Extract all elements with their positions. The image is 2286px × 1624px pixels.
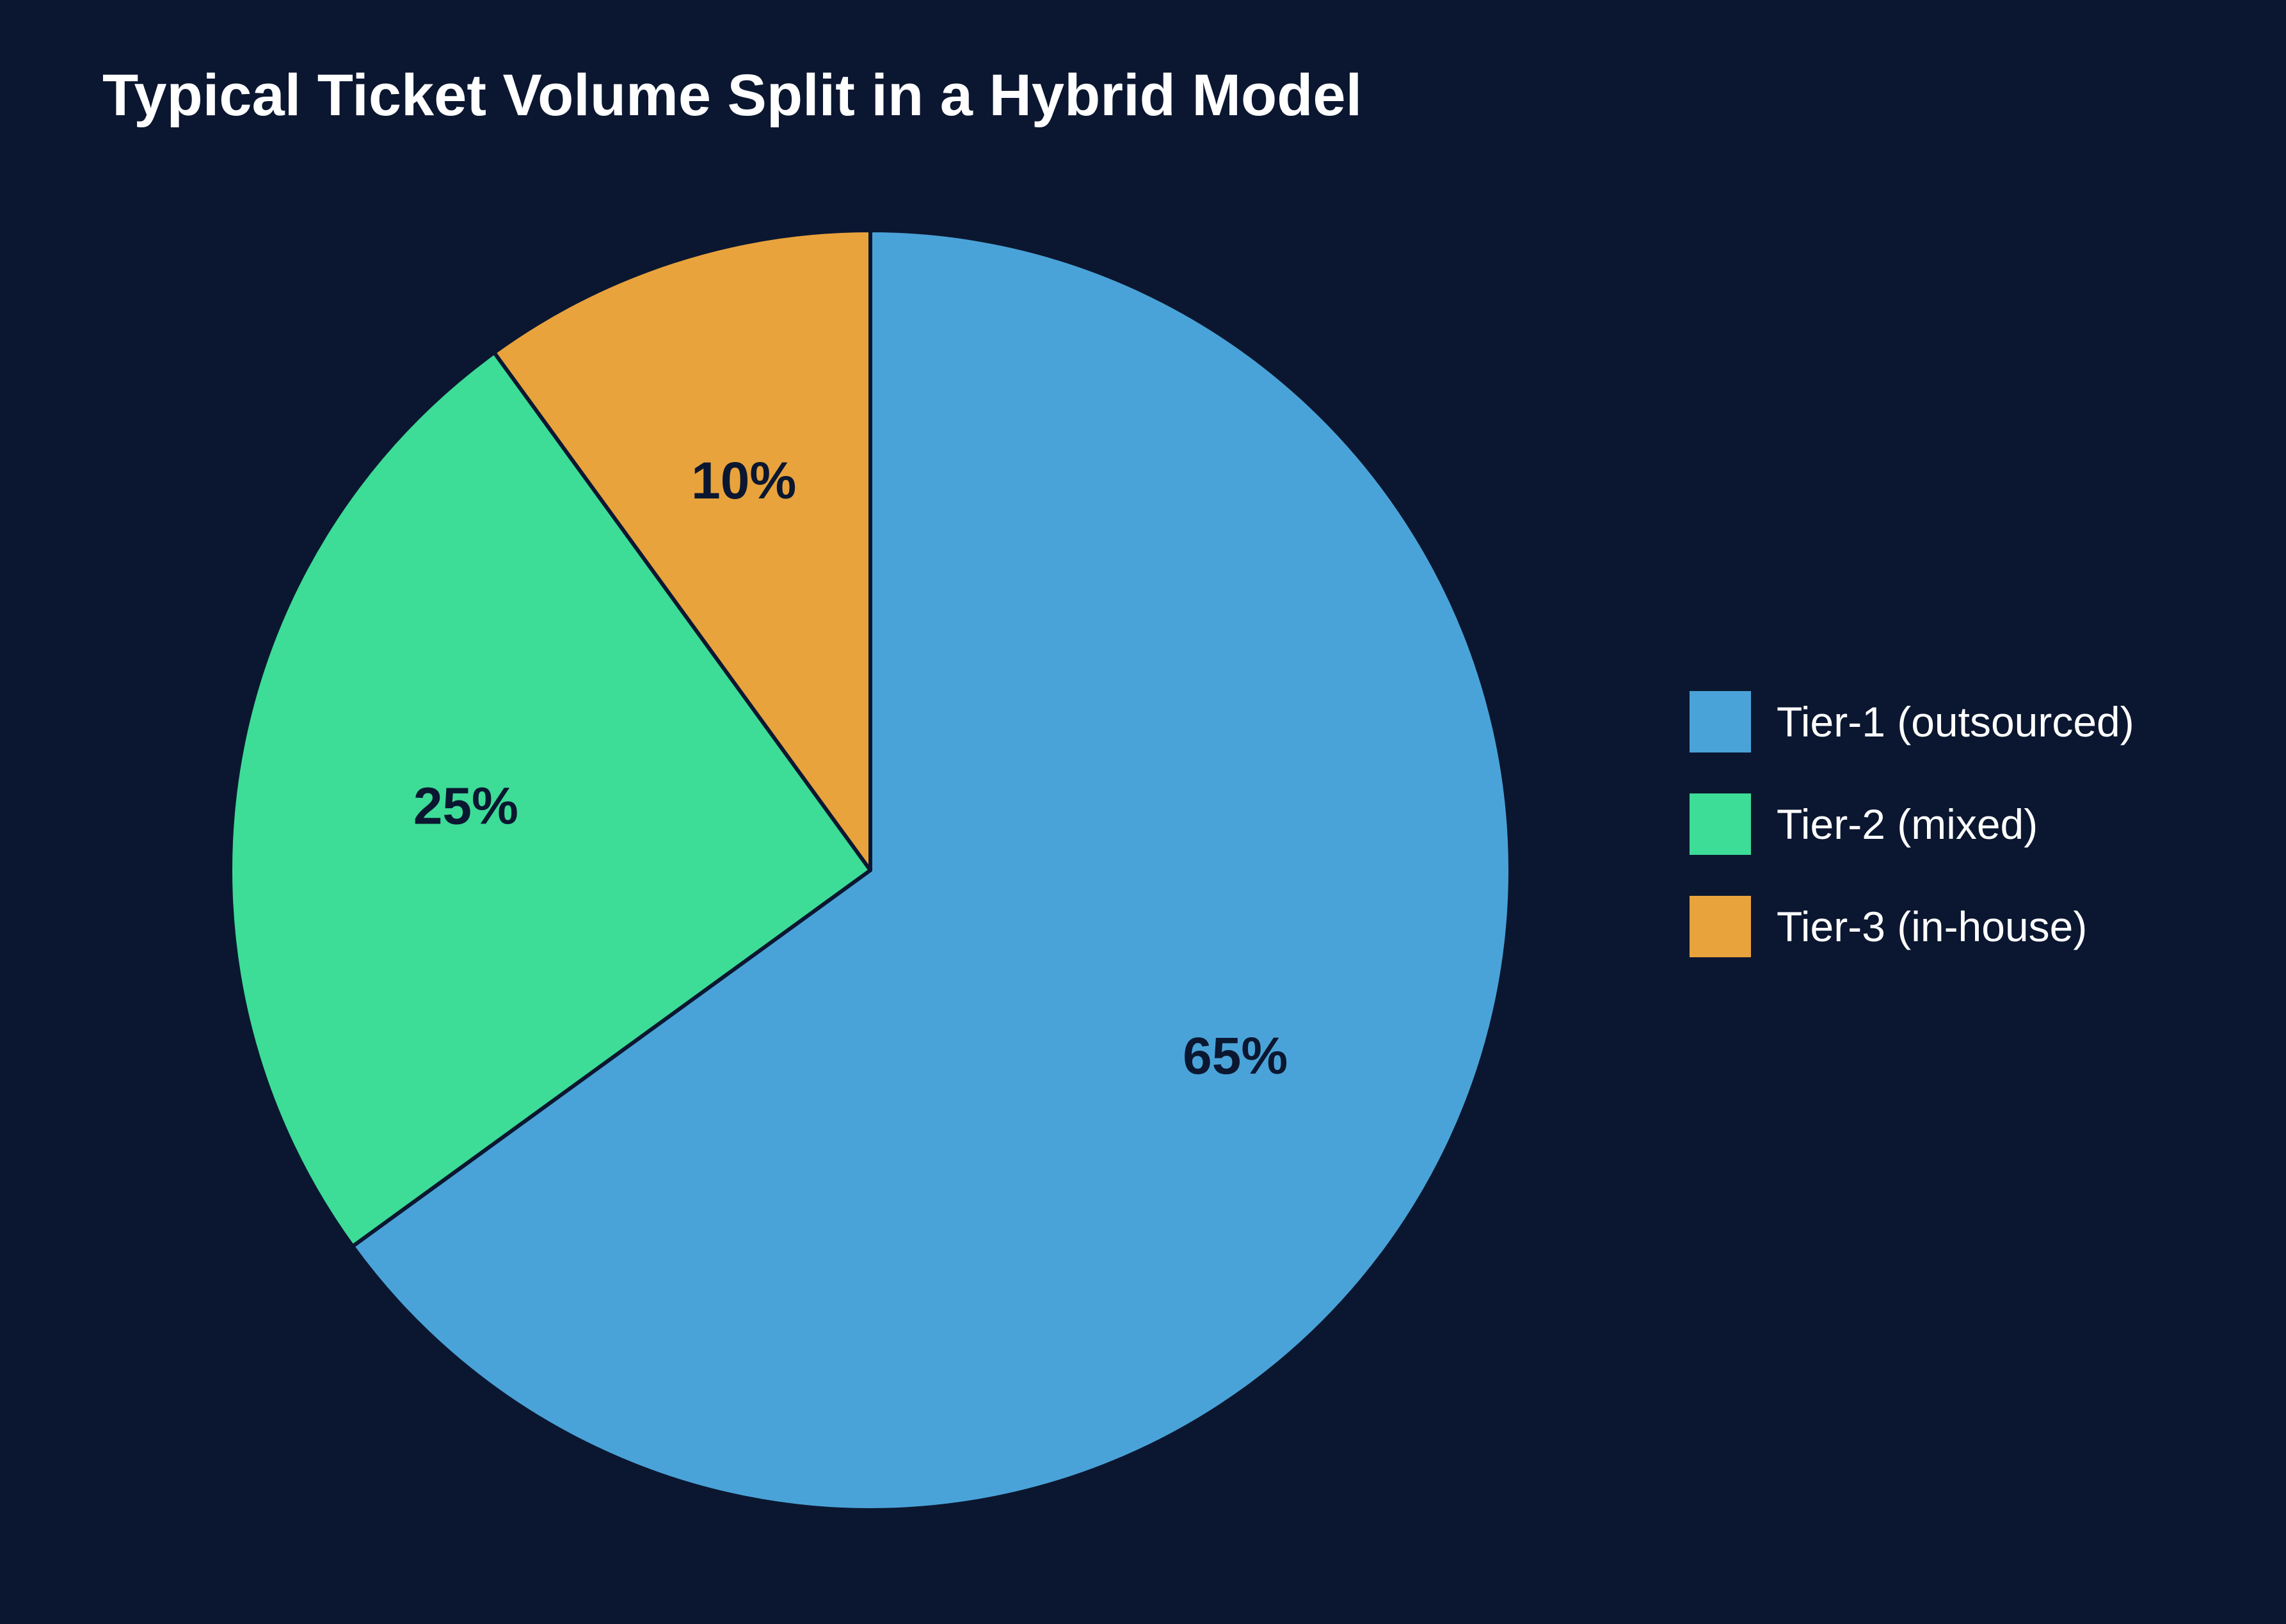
pie-slice-labels: 65% 25% 10%: [413, 452, 1288, 1085]
pie-slices: [228, 228, 1512, 1512]
pie-slice-1: [350, 228, 1512, 1512]
slice-label-3: 10%: [691, 452, 796, 510]
legend-label-2: Tier-2 (mixed): [1777, 800, 2038, 848]
legend: Tier-1 (outsourced) Tier-2 (mixed) Tier-3 …: [1690, 691, 2134, 957]
pie-slice-3: [492, 228, 872, 872]
chart-title: Typical Ticket Volume Split in a Hybrid …: [102, 63, 1362, 128]
legend-swatch-3: [1690, 896, 1751, 957]
legend-label-3: Tier-3 (in-house): [1777, 903, 2087, 950]
legend-label-1: Tier-1 (outsourced): [1777, 698, 2134, 745]
legend-swatch-2: [1690, 793, 1751, 855]
slice-label-2: 25%: [413, 777, 518, 835]
pie-slice-2: [228, 350, 872, 1248]
legend-swatch-1: [1690, 691, 1751, 752]
slice-label-1: 65%: [1183, 1027, 1288, 1085]
